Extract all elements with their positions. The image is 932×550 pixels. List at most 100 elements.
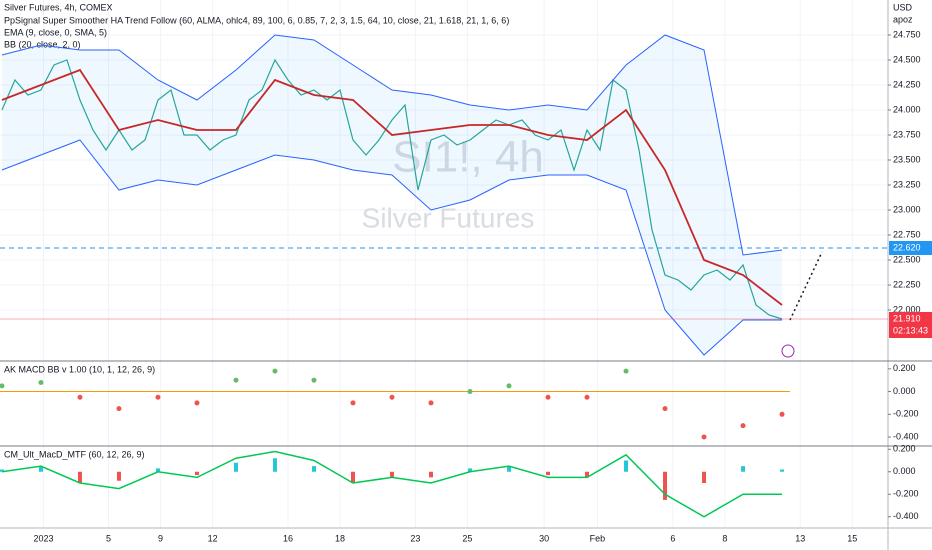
x-tick-label: 2023 [34,533,54,543]
y-tick-label: 22.500 [893,254,921,264]
unit: apoz [893,14,913,24]
histogram-bar [0,469,4,472]
y-tick-label: 24.500 [893,54,921,64]
y-tick-label: -0.400 [893,511,919,521]
dot [350,400,356,406]
histogram-bar [780,469,785,472]
y-tick-label: 23.250 [893,179,921,189]
y-tick-label: 0.200 [893,363,916,373]
series-line [1,68,783,306]
x-tick-label: 18 [335,533,345,543]
histogram-bar [507,466,512,472]
dot [662,406,668,412]
histogram-bar [428,471,433,478]
y-tick-label: 23.000 [893,204,921,214]
x-tick-label: 5 [106,533,111,543]
dot [0,383,5,389]
x-tick-label: 9 [158,533,163,543]
dot [311,377,317,383]
histogram-bar [741,466,746,472]
dot [545,394,551,400]
histogram-bar [702,471,707,483]
dot [779,411,785,417]
pane-title: CM_Ult_MacD_MTF (60, 12, 26, 9) [4,449,145,459]
x-tick-label: 15 [847,533,857,543]
currency: USD [893,2,913,12]
y-tick-label: 23.500 [893,154,921,164]
histogram-bar [116,471,121,481]
band-fill [1,35,783,355]
dot [506,383,512,389]
chart-title: Silver Futures, 4h, COMEX [4,2,113,12]
dot [467,389,473,395]
x-tick-label: 8 [722,533,727,543]
dot [740,423,746,429]
last-price-bg [889,312,932,338]
y-tick-label: 0.000 [893,466,916,476]
dot [389,394,395,400]
histogram-bar [389,471,394,478]
series-line [1,139,783,356]
y-tick-label: 22.750 [893,229,921,239]
y-tick-label: 22.000 [893,304,921,314]
price-label: 22.620 [893,242,921,252]
histogram-bar [194,471,199,476]
y-tick-label: -0.200 [893,489,919,499]
dot [155,394,161,400]
pane-title: AK MACD BB v 1.00 (10, 1, 12, 26, 9) [4,364,155,374]
y-tick-label: -0.400 [893,431,919,441]
dot [701,434,707,440]
series-line [1,450,783,518]
histogram-bar [38,466,43,472]
indicator-legend: BB (20, close, 2, 0) [4,39,81,49]
dot [77,394,83,400]
y-tick-label: 24.750 [893,29,921,39]
x-tick-label: 25 [462,533,472,543]
dot [584,394,590,400]
event-icon[interactable] [781,344,795,358]
y-tick-label: 0.000 [893,386,916,396]
histogram-bar [624,460,629,472]
watermark: Silver Futures [362,202,535,233]
histogram-bar [155,468,160,472]
countdown: 02:13:43 [893,325,928,335]
y-tick-label: 23.750 [893,129,921,139]
dot [116,406,122,412]
series-line [1,58,783,320]
x-tick-label: 12 [208,533,218,543]
price-label-bg [889,241,932,255]
histogram-bar [585,471,590,478]
x-tick-label: 16 [283,533,293,543]
x-tick-label: 23 [410,533,420,543]
dot [38,379,44,385]
histogram-bar [468,468,473,472]
indicator-legend: PpSignal Super Smoother HA Trend Follow … [4,15,509,25]
y-tick-label: 24.250 [893,79,921,89]
dot [428,400,434,406]
dot [233,377,239,383]
histogram-bar [272,458,277,472]
x-tick-label: 6 [670,533,675,543]
last-price-label: 21.910 [893,313,921,323]
x-tick-label: 30 [539,533,549,543]
histogram-bar [663,471,668,500]
dot [194,400,200,406]
dot [623,368,629,374]
histogram-bar [77,471,82,483]
histogram-bar [311,466,316,472]
histogram-bar [233,462,238,472]
y-tick-label: -0.200 [893,409,919,419]
histogram-bar [546,471,551,476]
dot [272,368,278,374]
y-tick-label: 0.200 [893,444,916,454]
y-tick-label: 22.250 [893,279,921,289]
series-line [1,34,783,256]
y-tick-label: 24.000 [893,104,921,114]
indicator-legend: EMA (9, close, 0, SMA, 5) [4,27,107,37]
x-tick-label: Feb [590,533,606,543]
x-tick-label: 13 [795,533,805,543]
histogram-bar [350,471,355,483]
